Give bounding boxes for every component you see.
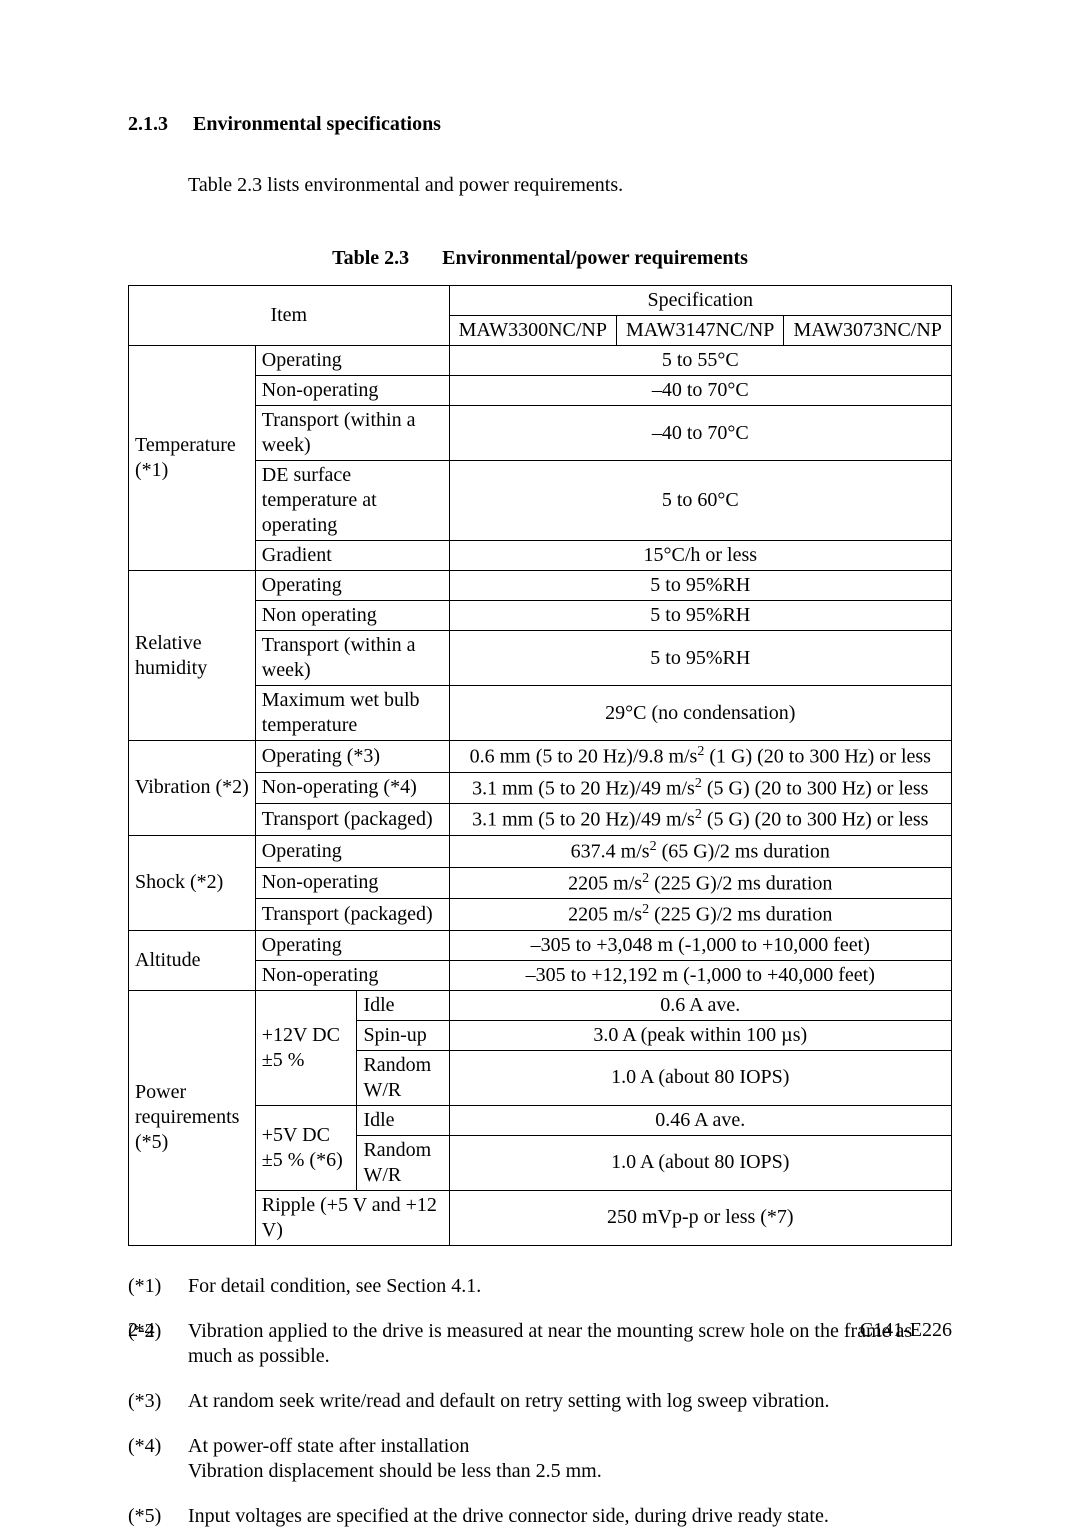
power-12v-random-label: Random W/R: [357, 1050, 449, 1105]
footnote-text: Input voltages are specified at the driv…: [188, 1504, 952, 1529]
footnote-text: For detail condition, see Section 4.1.: [188, 1274, 952, 1299]
humidity-transport-value: 5 to 95%RH: [449, 631, 951, 686]
altitude-op-value: –305 to +3,048 m (-1,000 to +10,000 feet…: [449, 930, 951, 960]
shock-nonop-value: 2205 m/s2 (225 G)/2 ms duration: [449, 867, 951, 899]
humidity-wetbulb-label: Maximum wet bulb temperature: [255, 686, 449, 741]
footnote-mark: (*5): [128, 1504, 188, 1529]
temperature-operating-label: Operating: [255, 346, 449, 376]
footnote: (*3) At random seek write/read and defau…: [128, 1389, 952, 1414]
temperature-gradient-label: Gradient: [255, 541, 449, 571]
header-spec: Specification: [449, 286, 951, 316]
spec-table: Item Specification MAW3300NC/NP MAW3147N…: [128, 285, 952, 1246]
altitude-label: Altitude: [129, 930, 256, 990]
section-number: 2.1.3: [128, 112, 188, 137]
footnote-text: At random seek write/read and default on…: [188, 1389, 952, 1414]
power-12v-idle-label: Idle: [357, 990, 449, 1020]
header-model-0: MAW3300NC/NP: [449, 316, 616, 346]
power-5v-idle-label: Idle: [357, 1105, 449, 1135]
power-5v-idle-value: 0.46 A ave.: [449, 1105, 951, 1135]
footnote: (*5) Input voltages are specified at the…: [128, 1504, 952, 1529]
intro-paragraph: Table 2.3 lists environmental and power …: [188, 173, 952, 198]
table-row: Altitude Operating –305 to +3,048 m (-1,…: [129, 930, 952, 960]
shock-transport-value: 2205 m/s2 (225 G)/2 ms duration: [449, 899, 951, 931]
temperature-operating-value: 5 to 55°C: [449, 346, 951, 376]
power-12v-spinup-label: Spin-up: [357, 1020, 449, 1050]
power-12v-spinup-value: 3.0 A (peak within 100 µs): [449, 1020, 951, 1050]
humidity-op-value: 5 to 95%RH: [449, 571, 951, 601]
temperature-de-value: 5 to 60°C: [449, 461, 951, 541]
power-5v-random-value: 1.0 A (about 80 IOPS): [449, 1135, 951, 1190]
footnotes: (*1) For detail condition, see Section 4…: [128, 1274, 952, 1529]
temperature-nonop-value: –40 to 70°C: [449, 376, 951, 406]
temperature-gradient-value: 15°C/h or less: [449, 541, 951, 571]
humidity-transport-label: Transport (within a week): [255, 631, 449, 686]
power-ripple-value: 250 mVp-p or less (*7): [449, 1190, 951, 1245]
footnote: (*4) At power-off state after installati…: [128, 1434, 952, 1484]
table-title: Environmental/power requirements: [442, 247, 748, 269]
temperature-de-label: DE surface temperature at operating: [255, 461, 449, 541]
footer-doc-code: C141-E226: [860, 1318, 952, 1343]
table-row: Power requirements (*5) +12V DC ±5 % Idl…: [129, 990, 952, 1020]
vibration-transport-value: 3.1 mm (5 to 20 Hz)/49 m/s2 (5 G) (20 to…: [449, 804, 951, 836]
table-row: Relative humidity Operating 5 to 95%RH: [129, 571, 952, 601]
page: 2.1.3 Environmental specifications Table…: [0, 0, 1080, 1397]
footer-page-number: 2-4: [128, 1318, 155, 1343]
footnote-mark: (*3): [128, 1389, 188, 1414]
shock-nonop-label: Non-operating: [255, 867, 449, 899]
shock-label: Shock (*2): [129, 835, 256, 930]
table-number: Table 2.3: [332, 247, 409, 269]
temperature-nonop-label: Non-operating: [255, 376, 449, 406]
temperature-transport-value: –40 to 70°C: [449, 406, 951, 461]
vibration-op-value: 0.6 mm (5 to 20 Hz)/9.8 m/s2 (1 G) (20 t…: [449, 741, 951, 773]
power-12v-label: +12V DC ±5 %: [255, 990, 357, 1105]
power-5v-label: +5V DC ±5 % (*6): [255, 1105, 357, 1190]
header-model-1: MAW3147NC/NP: [617, 316, 784, 346]
altitude-op-label: Operating: [255, 930, 449, 960]
table-header-row: Item Specification: [129, 286, 952, 316]
section-heading: 2.1.3 Environmental specifications: [128, 112, 952, 137]
altitude-nonop-label: Non-operating: [255, 960, 449, 990]
section-title: Environmental specifications: [193, 113, 441, 135]
altitude-nonop-value: –305 to +12,192 m (-1,000 to +40,000 fee…: [449, 960, 951, 990]
power-ripple-label: Ripple (+5 V and +12 V): [255, 1190, 449, 1245]
humidity-nonop-value: 5 to 95%RH: [449, 601, 951, 631]
vibration-nonop-value: 3.1 mm (5 to 20 Hz)/49 m/s2 (5 G) (20 to…: [449, 772, 951, 804]
table-row: Temperature (*1) Operating 5 to 55°C: [129, 346, 952, 376]
temperature-label: Temperature (*1): [129, 346, 256, 571]
page-footer: 2-4 C141-E226: [128, 1318, 952, 1343]
temperature-transport-label: Transport (within a week): [255, 406, 449, 461]
vibration-nonop-label: Non-operating (*4): [255, 772, 449, 804]
humidity-op-label: Operating: [255, 571, 449, 601]
header-item: Item: [129, 286, 450, 346]
vibration-label: Vibration (*2): [129, 741, 256, 836]
shock-op-label: Operating: [255, 835, 449, 867]
shock-op-value: 637.4 m/s2 (65 G)/2 ms duration: [449, 835, 951, 867]
power-12v-random-value: 1.0 A (about 80 IOPS): [449, 1050, 951, 1105]
table-row: Vibration (*2) Operating (*3) 0.6 mm (5 …: [129, 741, 952, 773]
footnote: (*1) For detail condition, see Section 4…: [128, 1274, 952, 1299]
power-label: Power requirements (*5): [129, 990, 256, 1245]
humidity-label: Relative humidity: [129, 571, 256, 741]
header-model-2: MAW3073NC/NP: [784, 316, 952, 346]
vibration-op-label: Operating (*3): [255, 741, 449, 773]
table-caption: Table 2.3 Environmental/power requiremen…: [128, 246, 952, 271]
power-12v-idle-value: 0.6 A ave.: [449, 990, 951, 1020]
footnote-mark: (*4): [128, 1434, 188, 1484]
humidity-wetbulb-value: 29°C (no condensation): [449, 686, 951, 741]
table-row: Shock (*2) Operating 637.4 m/s2 (65 G)/2…: [129, 835, 952, 867]
footnote-text: At power-off state after installation Vi…: [188, 1434, 952, 1484]
footnote-mark: (*1): [128, 1274, 188, 1299]
vibration-transport-label: Transport (packaged): [255, 804, 449, 836]
power-5v-random-label: Random W/R: [357, 1135, 449, 1190]
shock-transport-label: Transport (packaged): [255, 899, 449, 931]
humidity-nonop-label: Non operating: [255, 601, 449, 631]
